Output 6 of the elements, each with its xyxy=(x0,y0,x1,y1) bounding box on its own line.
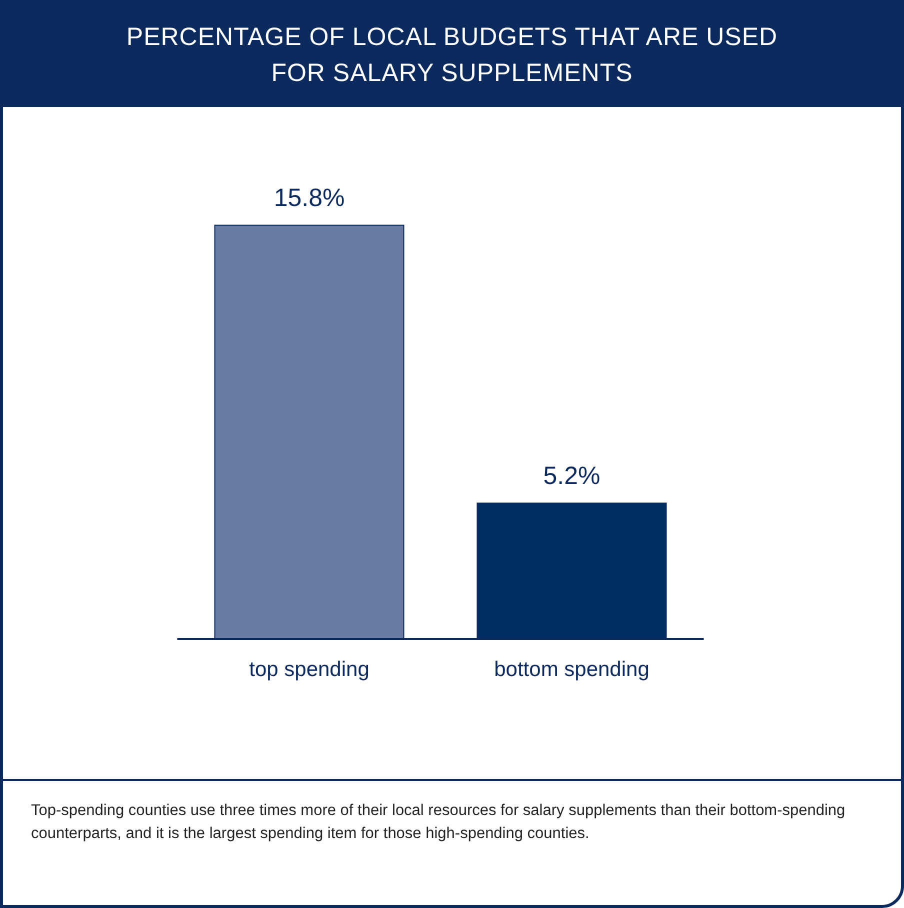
text: Top-spending counties use three times more of their local resources for salary supplements than their bottom-spending counterparts, and it is the largest spending item for those high-spending counties. xyxy=(31,801,846,844)
data-label: 15.8% xyxy=(274,184,345,212)
x-tick-label: bottom spending xyxy=(494,658,650,681)
x-tick-label: top spending xyxy=(249,658,370,681)
chart-title: PERCENTAGE OF LOCAL BUDGETS THAT ARE USED FOR SALARY SUPPLEMENTS xyxy=(125,22,779,89)
data-label: 5.2% xyxy=(543,462,600,490)
